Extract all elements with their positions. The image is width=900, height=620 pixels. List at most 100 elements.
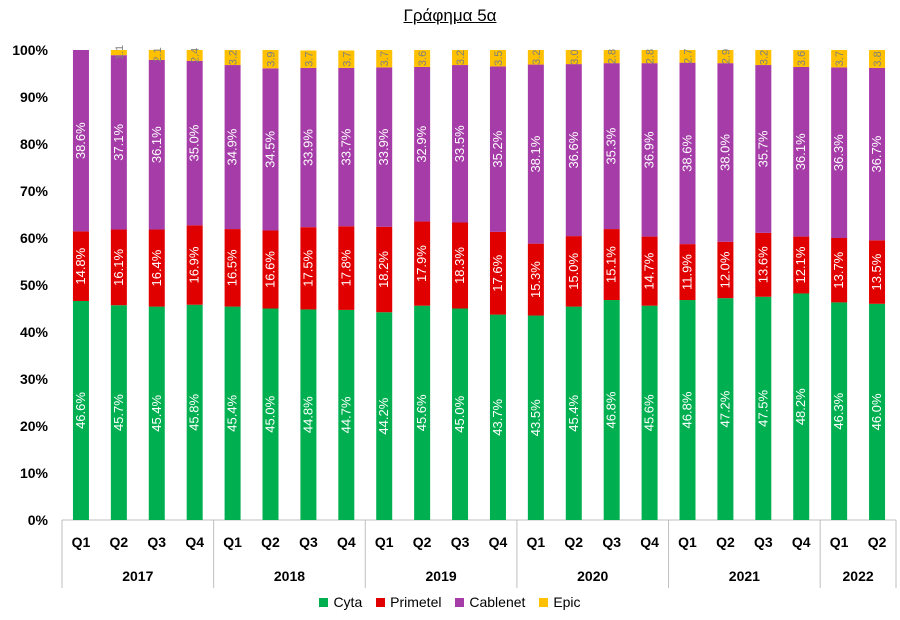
bar-segment-epic — [793, 50, 810, 67]
data-label-epic: 3.6 — [796, 51, 808, 66]
data-label-cablenet: 35.0% — [187, 124, 202, 161]
data-label-cablenet: 33.7% — [338, 128, 353, 165]
bar-segment-cablenet — [869, 67, 886, 241]
legend-label-cyta: Cyta — [333, 594, 363, 610]
bar-segment-primetel — [300, 227, 317, 310]
data-label-cyta: 46.0% — [869, 393, 884, 430]
data-label-epic: 2.9 — [720, 49, 732, 64]
data-label-primetel: 17.9% — [414, 245, 429, 282]
bar-segment-cyta — [72, 300, 89, 520]
bar-segment-primetel — [793, 236, 810, 294]
y-tick-label: 50% — [20, 277, 49, 293]
bar-segment-cyta — [717, 298, 734, 520]
bar-segment-epic — [338, 50, 355, 68]
x-tick-label: Q3 — [147, 534, 166, 550]
bar-segment-cyta — [452, 308, 469, 520]
legend-label-epic: Epic — [553, 594, 581, 610]
data-label-cablenet: 38.1% — [528, 135, 543, 172]
data-label-primetel: 12.0% — [717, 251, 732, 288]
bar-segment-epic — [224, 50, 241, 66]
x-tick-label: Q2 — [261, 534, 280, 550]
bar-segment-epic — [641, 50, 658, 64]
bar-segment-epic — [376, 50, 393, 68]
bar-segment-cablenet — [489, 66, 506, 232]
bar-segment-primetel — [679, 244, 696, 301]
data-label-cablenet: 36.6% — [566, 131, 581, 168]
bar-segment-epic — [262, 50, 279, 69]
data-label-cablenet: 38.6% — [73, 122, 88, 159]
bar-segment-epic — [679, 50, 696, 63]
bar-segment-primetel — [452, 222, 469, 309]
bar-segment-cablenet — [110, 55, 127, 230]
x-tick-label: Q1 — [678, 534, 697, 550]
data-label-cablenet: 36.9% — [642, 131, 657, 168]
data-label-primetel: 11.9% — [680, 254, 695, 290]
data-label-epic: 3.5 — [493, 51, 505, 66]
data-label-primetel: 15.3% — [528, 261, 543, 298]
x-group-label: 2019 — [426, 568, 457, 584]
data-label-epic: 3.7 — [341, 52, 353, 67]
data-label-primetel: 17.5% — [300, 249, 315, 286]
bar-segment-cyta — [793, 293, 810, 520]
legend-label-cablenet: Cablenet — [469, 594, 526, 610]
data-label-cablenet: 34.9% — [225, 128, 240, 165]
data-label-cyta: 45.6% — [642, 394, 657, 431]
data-label-cablenet: 36.7% — [869, 135, 884, 172]
data-label-epic: 3.8 — [872, 51, 884, 66]
bar-segment-primetel — [72, 231, 89, 301]
bar-segment-cablenet — [755, 65, 772, 233]
y-tick-label: 0% — [28, 512, 49, 528]
bar-segment-cyta — [641, 305, 658, 520]
bar-segment-cyta — [565, 306, 582, 520]
bar-segment-epic — [110, 50, 127, 56]
x-tick-label: Q2 — [564, 534, 583, 550]
bar-segment-epic — [527, 50, 544, 65]
bar-segment-epic — [717, 50, 734, 64]
data-label-epic: 1.1 — [114, 45, 126, 60]
bar-segment-cablenet — [148, 59, 165, 230]
bar-segment-primetel — [717, 241, 734, 299]
x-tick-label: Q1 — [223, 534, 242, 550]
data-label-cablenet: 32.9% — [414, 125, 429, 162]
bar-segment-cablenet — [338, 67, 355, 227]
x-group-label: 2020 — [577, 568, 608, 584]
data-label-cablenet: 38.6% — [680, 135, 695, 172]
x-tick-label: Q4 — [337, 534, 356, 550]
bar-segment-primetel — [527, 243, 544, 316]
bar-segment-cablenet — [376, 67, 393, 227]
data-label-cyta: 46.8% — [680, 391, 695, 428]
data-label-cablenet: 33.5% — [452, 125, 467, 162]
bar-segment-primetel — [110, 229, 127, 306]
bar-segment-epic — [603, 50, 620, 64]
bar-segment-epic — [755, 50, 772, 66]
data-label-epic: 3.7 — [303, 52, 315, 67]
x-tick-label: Q2 — [868, 534, 887, 550]
data-label-cyta: 45.0% — [452, 395, 467, 432]
data-label-epic: 3.2 — [531, 50, 543, 65]
x-tick-label: Q3 — [451, 534, 470, 550]
data-label-primetel: 18.2% — [376, 251, 391, 288]
bar-segment-cyta — [338, 309, 355, 520]
data-label-epic: 2.1 — [152, 47, 164, 62]
bar-segment-primetel — [338, 226, 355, 310]
bar-segment-epic — [452, 50, 469, 66]
data-label-cyta: 48.2% — [793, 388, 808, 425]
data-label-epic: 3.2 — [455, 50, 467, 65]
bar-segment-cablenet — [641, 63, 658, 237]
data-label-epic: 3.7 — [379, 51, 391, 66]
bar-segment-cablenet — [527, 64, 544, 244]
legend-swatch-cablenet — [455, 598, 465, 607]
bar-segment-cablenet — [565, 64, 582, 237]
data-label-cyta: 46.3% — [831, 392, 846, 429]
data-label-primetel: 16.6% — [263, 251, 278, 288]
data-label-primetel: 14.8% — [73, 247, 88, 284]
bar-segment-primetel — [148, 229, 165, 307]
bar-segment-epic — [300, 50, 317, 68]
x-tick-label: Q4 — [185, 534, 204, 550]
bar-segment-cablenet — [793, 66, 810, 237]
data-label-primetel: 16.4% — [149, 249, 164, 286]
data-label-cablenet: 33.9% — [376, 128, 391, 165]
bar-segment-cyta — [679, 300, 696, 520]
y-tick-label: 80% — [20, 136, 49, 152]
y-tick-label: 40% — [20, 324, 49, 340]
